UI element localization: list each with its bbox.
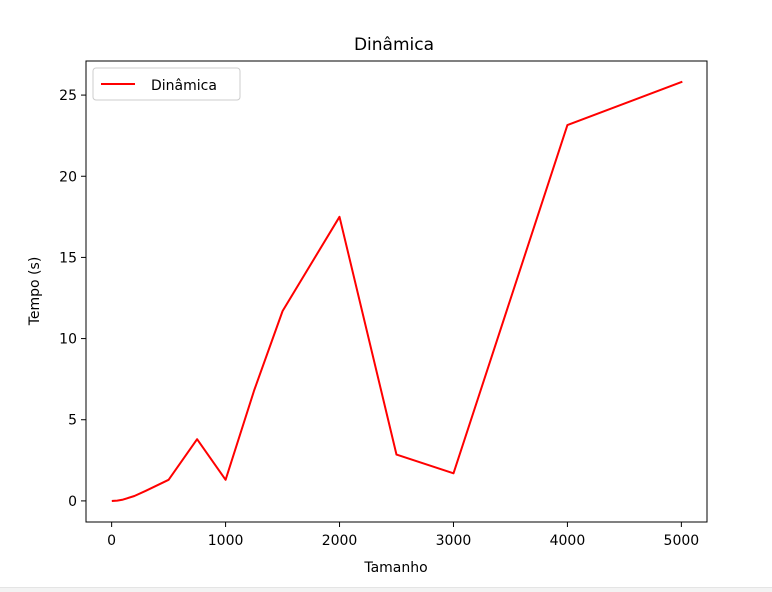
legend: Dinâmica [92, 67, 241, 101]
y-tick-label: 10 [59, 332, 77, 348]
chart-title: Dinâmica [354, 35, 434, 55]
series-layer [111, 80, 683, 502]
legend-box [92, 67, 241, 101]
y-tick-label: 0 [68, 494, 77, 510]
x-tick-label: 1000 [208, 533, 244, 549]
y-axis-ticks: 0 5 10 15 20 25 [59, 88, 86, 510]
x-tick-label: 4000 [550, 533, 586, 549]
x-tick-label: 0 [107, 533, 116, 549]
x-tick-label: 2000 [322, 533, 358, 549]
y-tick-label: 5 [68, 413, 77, 429]
plot-frame [85, 60, 708, 523]
x-tick-label: 5000 [664, 533, 700, 549]
x-axis-ticks: 0 1000 2000 3000 4000 5000 [107, 522, 699, 549]
series-line-dinamica [111, 80, 683, 502]
x-axis-label: Tamanho [363, 560, 427, 576]
y-axis-label: Tempo (s) [27, 257, 43, 327]
x-tick-label: 3000 [436, 533, 472, 549]
y-tick-label: 15 [59, 250, 77, 266]
y-tick-label: 20 [59, 169, 77, 185]
legend-label-dinamica: Dinâmica [151, 78, 217, 94]
bottom-band [0, 587, 772, 592]
y-tick-label: 25 [59, 88, 77, 104]
